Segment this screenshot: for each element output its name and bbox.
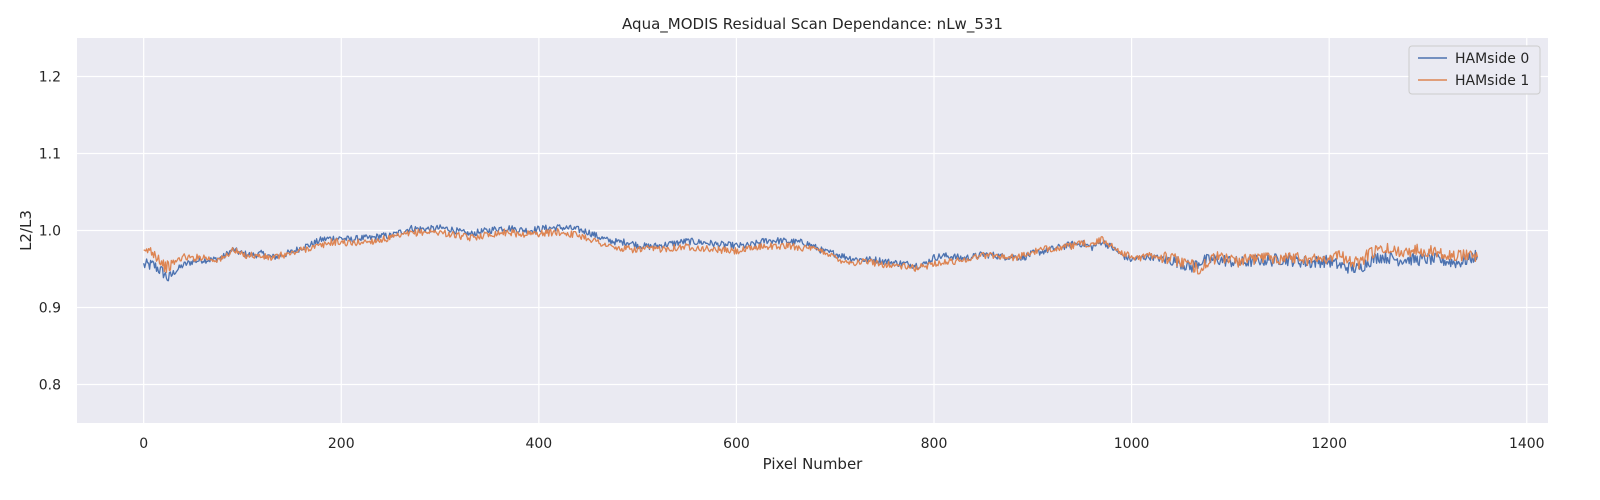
- series-lines: [143, 224, 1479, 282]
- x-tick-label: 200: [328, 436, 355, 452]
- x-axis-label: Pixel Number: [763, 455, 864, 473]
- series-line-hamside-1: [143, 228, 1479, 275]
- y-tick-labels: 0.8 0.9 1.0 1.1 1.2: [39, 70, 61, 394]
- x-tick-label: 1000: [1114, 436, 1150, 452]
- y-tick-label: 0.8: [39, 378, 61, 394]
- y-tick-label: 1.1: [39, 147, 61, 163]
- y-tick-label: 0.9: [39, 301, 61, 317]
- y-tick-label: 1.0: [39, 224, 61, 240]
- legend-label-hamside-1: HAMside 1: [1455, 73, 1529, 89]
- x-tick-labels: 0 200 400 600 800 1000 1200 1400: [139, 436, 1544, 452]
- x-tick-label: 1400: [1509, 436, 1545, 452]
- y-axis-label: L2/L3: [17, 210, 35, 251]
- series-line-hamside-0: [143, 224, 1479, 282]
- x-tick-label: 600: [723, 436, 750, 452]
- x-tick-label: 1200: [1311, 436, 1347, 452]
- y-tick-label: 1.2: [39, 70, 61, 86]
- x-tick-label: 400: [525, 436, 552, 452]
- chart-title: Aqua_MODIS Residual Scan Dependance: nLw…: [622, 15, 1003, 34]
- legend-label-hamside-0: HAMside 0: [1455, 51, 1529, 67]
- x-tick-label: 0: [139, 436, 148, 452]
- grid-lines: [77, 38, 1548, 423]
- legend: HAMside 0 HAMside 1: [1408, 45, 1541, 95]
- x-tick-label: 800: [921, 436, 948, 452]
